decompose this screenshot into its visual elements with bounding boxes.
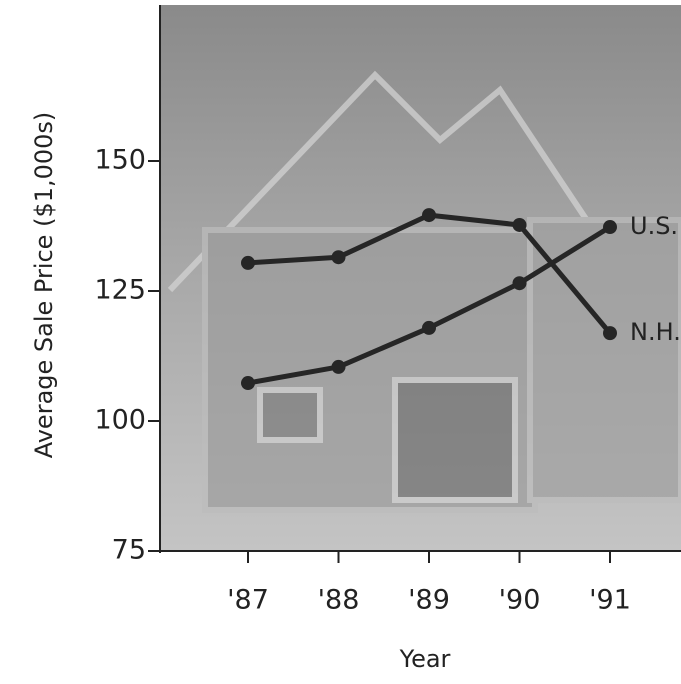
point — [422, 320, 436, 335]
y-tick-label: 100 — [94, 405, 146, 436]
x-axis-label: Year — [399, 645, 451, 673]
point — [241, 255, 255, 270]
point — [512, 276, 527, 291]
y-tick-label: 150 — [94, 145, 146, 176]
point — [422, 208, 436, 223]
x-tick-label: '89 — [408, 585, 450, 616]
y-axis-label: Average Sale Price ($1,000s) — [30, 112, 58, 459]
point — [603, 220, 617, 235]
house-photo — [167, 70, 681, 513]
point — [603, 326, 617, 341]
point — [241, 376, 255, 391]
point — [331, 359, 346, 374]
x-tick-label: '88 — [318, 585, 360, 616]
y-tick-label: 125 — [94, 275, 146, 306]
x-tick-label: '90 — [499, 585, 541, 616]
x-tick-label: '91 — [589, 585, 631, 616]
point — [512, 217, 527, 232]
series-label: U.S. — [630, 212, 678, 240]
y-tick-label: 75 — [112, 535, 146, 566]
series-label: N.H. — [630, 318, 681, 346]
point — [331, 250, 346, 265]
x-tick-label: '87 — [227, 585, 269, 616]
